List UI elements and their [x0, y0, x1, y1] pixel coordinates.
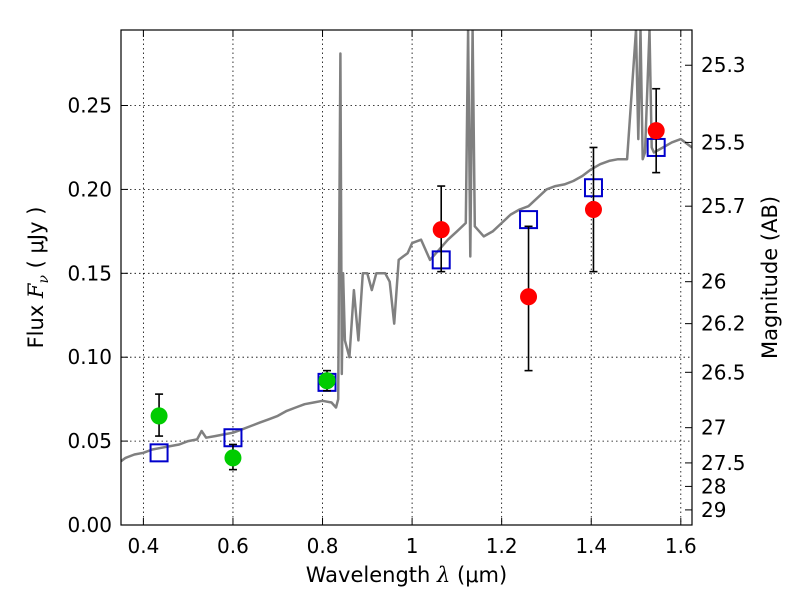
y-axis-label-symbol: F [24, 282, 48, 299]
plot-frame [120, 29, 693, 526]
model-square-marker [149, 443, 169, 463]
x-axis-label-prefix: Wavelength [306, 563, 437, 587]
y2-tick-label: 25.3 [701, 53, 746, 77]
y-tick-label: 0.15 [67, 261, 112, 285]
y2-tick-label: 29 [701, 498, 726, 522]
y2-tick-label: 27.5 [701, 451, 746, 475]
x-tick-label: 1 [406, 534, 419, 558]
y-axis-label: Flux Fν ( μJy ) [24, 207, 52, 349]
observed-point [647, 122, 665, 140]
x-axis-label-symbol: λ [436, 563, 450, 587]
y-tick-label: 0.10 [67, 345, 112, 369]
observed-point [224, 449, 242, 467]
y2-tick-label: 28 [701, 474, 726, 498]
y2-tick-label: 25.7 [701, 194, 746, 218]
observed-point [318, 372, 336, 390]
x-axis-label: Wavelength λ (μm) [306, 563, 507, 587]
x-tick-label: 1.2 [486, 534, 518, 558]
y-tick-label: 0.20 [67, 177, 112, 201]
x-tick-label: 1.6 [665, 534, 697, 558]
y2-tick-label: 25.5 [701, 130, 746, 154]
y2-axis-label: Magnitude (AB) [758, 196, 782, 359]
x-tick-label: 0.6 [217, 534, 249, 558]
y-tick-label: 0.00 [67, 513, 112, 537]
y-axis-label-unit: ( μJy ) [24, 207, 48, 275]
y2-tick-label: 26 [701, 270, 726, 294]
observed-point [584, 201, 602, 219]
y2-tick-label: 26.2 [701, 312, 746, 336]
y2-tick-label: 27 [701, 416, 726, 440]
sed-line [121, 30, 692, 463]
y-axis-label-prefix: Flux [24, 298, 48, 348]
observed-point [150, 407, 168, 425]
observed-point [432, 221, 450, 239]
y-tick-label: 0.25 [67, 94, 112, 118]
axis-ticks: 0.4 0.6 0.8 1 1.2 1.4 1.6 0.00 0.05 0.10 0.15 0.20 0… [67, 30, 746, 558]
x-tick-label: 0.4 [127, 534, 159, 558]
y-tick-label: 0.05 [67, 429, 112, 453]
y2-tick-label: 26.5 [701, 360, 746, 384]
x-tick-label: 1.4 [575, 534, 607, 558]
x-axis-label-unit: (μm) [450, 563, 507, 587]
x-tick-label: 0.8 [307, 534, 339, 558]
plot-area [121, 30, 692, 471]
observed-point [520, 288, 538, 306]
y-axis-label-subscript: ν [36, 275, 52, 284]
gridlines [121, 30, 692, 526]
